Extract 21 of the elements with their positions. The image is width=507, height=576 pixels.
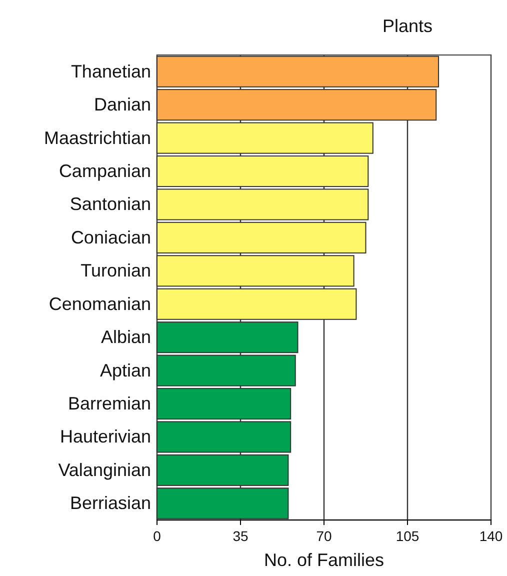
y-tick-label: Santonian [70, 194, 151, 214]
y-tick-label: Maastrichtian [44, 128, 151, 148]
y-tick-label: Albian [100, 327, 151, 348]
y-tick-label: Barremian [68, 394, 151, 414]
chart-title: Plants [382, 16, 433, 36]
y-tick-label: Hauterivian [60, 426, 151, 447]
y-tick-label: Thanetian [70, 61, 151, 82]
y-tick-label: Berriasian [70, 493, 151, 514]
y-tick-label: Valanginian [58, 460, 151, 480]
x-tick-label: 70 [316, 528, 332, 544]
y-tick-label: Danian [94, 94, 151, 115]
x-tick-label: 35 [232, 528, 248, 544]
x-tick-label: 0 [153, 528, 162, 544]
x-tick-label: 105 [396, 528, 420, 544]
y-tick-label: Coniacian [70, 227, 151, 248]
x-tick-label: 140 [479, 528, 503, 544]
y-tick-label: Aptian [100, 360, 151, 380]
x-axis-title: No. of Families [264, 550, 384, 570]
y-tick-label: Cenomanian [48, 294, 151, 314]
y-tick-label: Turonian [80, 260, 151, 281]
y-tick-label: Campanian [58, 161, 151, 182]
